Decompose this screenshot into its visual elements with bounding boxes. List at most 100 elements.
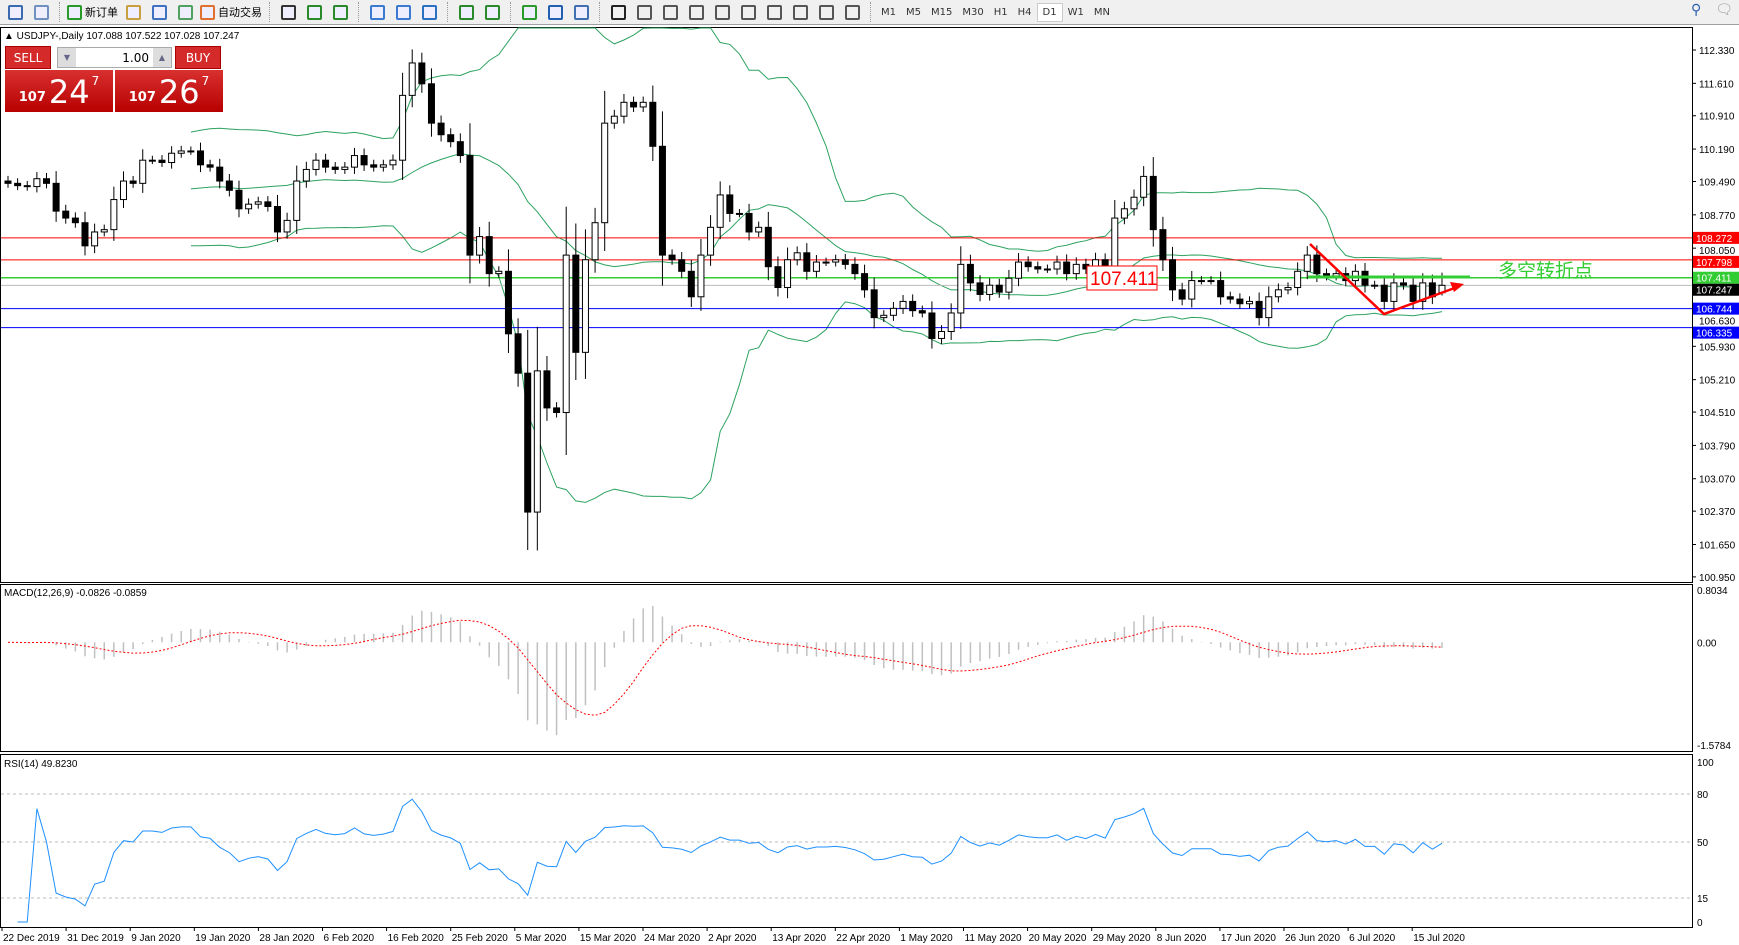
price-tick-label: 104.510 xyxy=(1699,408,1736,419)
chat-icon[interactable]: 🗨 xyxy=(1715,2,1733,18)
candle xyxy=(293,165,301,234)
candle-body xyxy=(678,259,686,272)
candle-body xyxy=(408,62,416,96)
trendline-button[interactable] xyxy=(711,2,733,23)
price-tick-label: 105.210 xyxy=(1699,376,1736,387)
auto-scroll-button[interactable] xyxy=(481,2,503,23)
templates-button[interactable] xyxy=(570,2,592,23)
zoom-out-button[interactable] xyxy=(392,2,414,23)
increase-lot-icon[interactable]: ▲ xyxy=(153,48,171,67)
candle xyxy=(610,109,618,129)
candle-body xyxy=(341,166,349,170)
candle-body xyxy=(81,222,89,247)
candle xyxy=(341,162,349,174)
zoom-in-button[interactable] xyxy=(366,2,388,23)
candle-body xyxy=(1015,261,1023,279)
candle xyxy=(938,325,946,345)
candle xyxy=(302,161,310,188)
candle-body xyxy=(206,164,214,168)
candle-body xyxy=(447,134,455,143)
fibonacci-button[interactable] xyxy=(763,2,785,23)
price-tick-label: 111.610 xyxy=(1699,79,1734,90)
candle-body xyxy=(148,159,156,162)
buy-button[interactable]: BUY xyxy=(175,46,221,69)
auto-trading-icon xyxy=(200,4,215,20)
lot-size-stepper[interactable]: ▼ 1.00 ▲ xyxy=(57,47,172,68)
buy-price[interactable]: 107 26 7 xyxy=(115,70,223,112)
date-tick-label: 24 Mar 2020 xyxy=(644,933,701,944)
rsi-tick-label: 0 xyxy=(1697,918,1703,929)
bar-chart-button[interactable] xyxy=(277,2,299,23)
window-list-button[interactable] xyxy=(4,2,26,23)
candle xyxy=(1120,201,1128,225)
search-icon[interactable]: ⚲ xyxy=(1690,2,1702,18)
sell-button[interactable]: SELL xyxy=(5,46,51,69)
auto-trading-label: 自动交易 xyxy=(218,6,262,19)
crosshair-button[interactable] xyxy=(633,2,655,23)
market-watch-button[interactable] xyxy=(122,2,144,23)
timeframe-m15[interactable]: M15 xyxy=(931,6,953,18)
date-tick-label: 17 Jun 2020 xyxy=(1221,933,1276,944)
timeframe-w1[interactable]: W1 xyxy=(1067,6,1084,18)
candle-body xyxy=(947,312,955,333)
indicators-button[interactable] xyxy=(518,2,540,23)
candle xyxy=(1063,254,1071,281)
arrows-button[interactable] xyxy=(841,2,863,23)
timeframe-m1[interactable]: M1 xyxy=(881,6,896,18)
timeframe-h4[interactable]: H4 xyxy=(1017,6,1032,18)
toolbar-separator xyxy=(599,2,600,22)
new-order-button[interactable]: 新订单 xyxy=(67,2,118,23)
data-window-button[interactable] xyxy=(148,2,170,23)
candlestick-button[interactable] xyxy=(303,2,325,23)
periods-button[interactable] xyxy=(544,2,566,23)
candle xyxy=(735,208,743,218)
candle-body xyxy=(273,205,281,233)
candle-body xyxy=(514,333,522,374)
text-label-button[interactable] xyxy=(815,2,837,23)
price-label: 108.272 xyxy=(1696,234,1733,245)
vertical-line-button[interactable] xyxy=(659,2,681,23)
candle xyxy=(139,149,147,193)
price-tick-label: 110.190 xyxy=(1699,145,1735,156)
candle xyxy=(995,278,1003,298)
candle-body xyxy=(745,212,753,233)
candle-body xyxy=(1207,280,1215,283)
timeframe-m5[interactable]: M5 xyxy=(906,6,921,18)
macd-label: MACD(12,26,9) -0.0826 -0.0859 xyxy=(4,588,147,599)
timeframe-d1[interactable]: D1 xyxy=(1036,2,1063,22)
text-button[interactable] xyxy=(789,2,811,23)
navigator-button[interactable] xyxy=(30,2,52,23)
candle-body xyxy=(1178,289,1186,300)
decrease-lot-icon[interactable]: ▼ xyxy=(58,48,76,67)
candle xyxy=(1015,253,1023,287)
horizontal-line-button[interactable] xyxy=(685,2,707,23)
candle-body xyxy=(216,166,224,182)
candle-body xyxy=(399,94,407,161)
price-label: 106.335 xyxy=(1696,329,1733,340)
candle-body xyxy=(1053,261,1061,270)
date-tick-label: 8 Jun 2020 xyxy=(1157,933,1207,944)
candle xyxy=(553,402,561,418)
market-watch-icon xyxy=(125,4,141,20)
candle-body xyxy=(928,312,936,339)
sell-price[interactable]: 107 24 7 xyxy=(5,70,113,112)
timeframe-mn[interactable]: MN xyxy=(1093,6,1110,18)
candle-body xyxy=(1072,263,1080,275)
sell-price-pip: 7 xyxy=(91,74,100,88)
cursor-button[interactable] xyxy=(607,2,629,23)
signals-button[interactable] xyxy=(174,2,196,23)
toolbar-separator xyxy=(358,2,359,22)
auto-trading-button[interactable]: 自动交易 xyxy=(200,2,262,23)
timeframe-m30[interactable]: M30 xyxy=(962,6,984,18)
lot-size-input[interactable]: 1.00 xyxy=(122,50,149,65)
line-chart-button[interactable] xyxy=(329,2,351,23)
tile-windows-button[interactable] xyxy=(418,2,440,23)
candle xyxy=(312,153,320,176)
chart-shift-button[interactable] xyxy=(455,2,477,23)
equidistant-channel-button[interactable] xyxy=(737,2,759,23)
price-label-bg xyxy=(1693,302,1739,315)
candle xyxy=(1043,264,1051,273)
price-tick-label: 105.930 xyxy=(1699,342,1736,353)
timeframe-h1[interactable]: H1 xyxy=(993,6,1008,18)
